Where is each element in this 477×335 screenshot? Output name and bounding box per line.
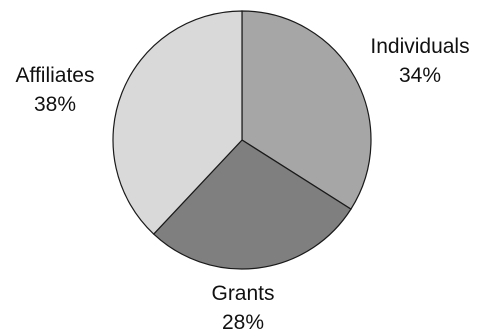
pie-labels: Individuals 34% Grants 28% Affiliates 38…: [16, 35, 470, 334]
slice-value-affiliates: 38%: [34, 93, 76, 116]
slice-label-affiliates: Affiliates: [16, 64, 95, 87]
slice-label-grants: Grants: [211, 282, 274, 305]
pie-slice-grants: [152, 139, 352, 270]
slice-label-individuals: Individuals: [370, 35, 469, 58]
slice-value-grants: 28%: [222, 311, 264, 334]
pie-slice-individuals: [241, 10, 372, 210]
slice-value-individuals: 34%: [399, 64, 441, 87]
pie-slice-affiliates: [112, 10, 243, 235]
pie-slices: [112, 10, 372, 270]
